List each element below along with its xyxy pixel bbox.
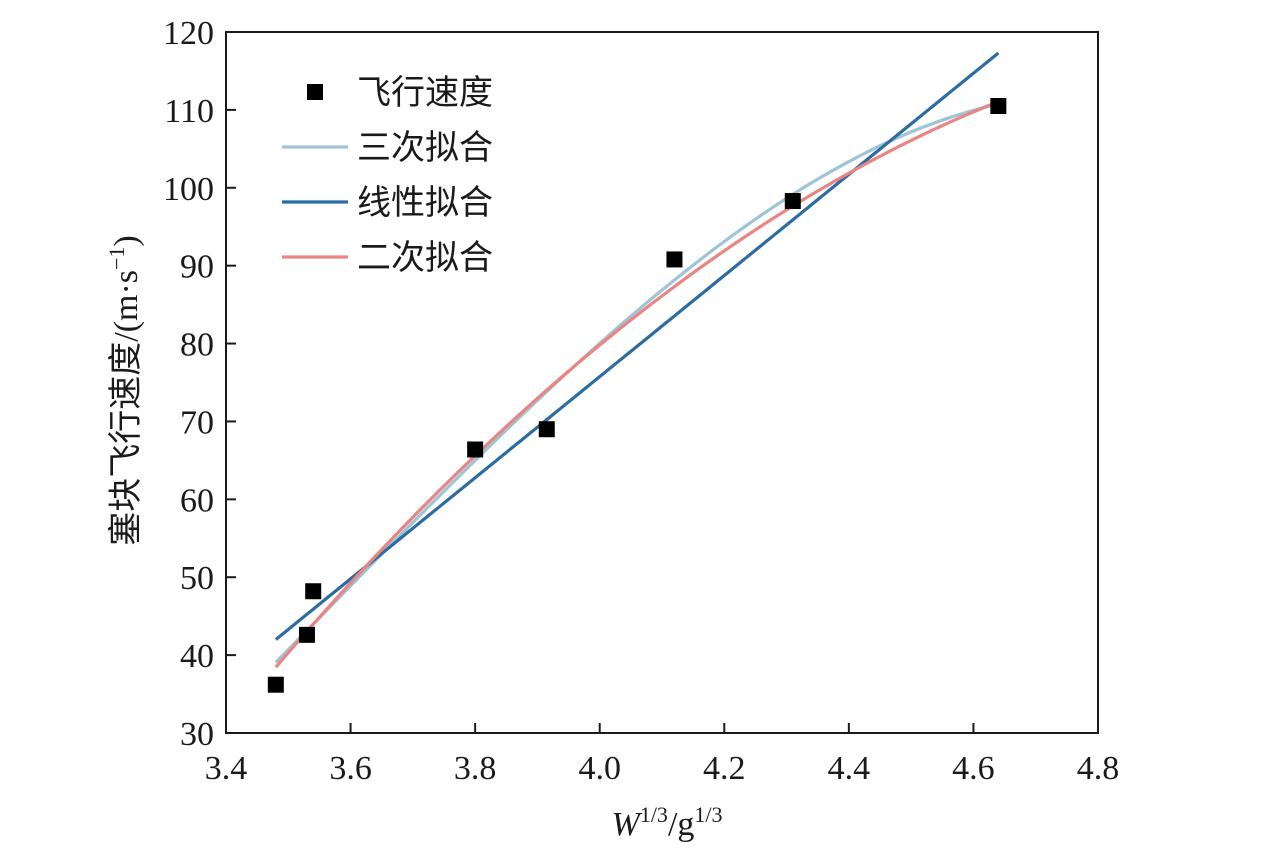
x-axis-label-sup2: 1/3 <box>694 802 722 827</box>
y-tick-label: 90 <box>180 249 214 286</box>
x-axis-label-sup1: 1/3 <box>640 802 668 827</box>
y-tick-label: 110 <box>164 93 214 130</box>
y-tick-label: 70 <box>180 404 214 441</box>
data-point <box>784 193 801 210</box>
x-axis-label-sep: /g <box>668 806 694 843</box>
x-axis-label-main: W <box>611 806 642 843</box>
y-tick-label: 120 <box>163 15 214 52</box>
data-point <box>267 676 284 693</box>
x-tick-label: 4.2 <box>703 750 746 787</box>
y-axis-label-sup: −1 <box>104 247 129 270</box>
x-tick-label: 4.8 <box>1077 750 1120 787</box>
y-tick-label: 40 <box>180 638 214 675</box>
tick-layer: 3.4 3.6 3.8 4.0 4.2 4.4 4.6 4.8 30 40 50 60 70 80 90 10… <box>163 15 1119 787</box>
fit-curve-cubic <box>274 102 999 664</box>
data-point <box>305 583 322 600</box>
fit-curve-linear <box>274 51 1000 641</box>
legend-label: 飞行速度 <box>357 73 493 113</box>
data-point <box>467 441 484 458</box>
x-tick-label: 4.6 <box>952 750 995 787</box>
x-tick-label: 3.6 <box>329 750 372 787</box>
plot-frame <box>225 31 1099 734</box>
x-tick-label: 3.8 <box>454 750 497 787</box>
x-tick-label: 4.4 <box>828 750 871 787</box>
x-tick-label: 4.0 <box>578 750 621 787</box>
y-tick-label: 100 <box>163 171 214 208</box>
y-tick-label: 30 <box>180 716 214 753</box>
legend-label: 线性拟合 <box>357 183 493 223</box>
data-point <box>538 421 555 438</box>
y-tick-label: 60 <box>180 482 214 519</box>
legend-marker-points <box>307 84 323 100</box>
legend-label: 二次拟合 <box>357 238 493 278</box>
y-axis-label: 塞块飞行速度/(m·s−1) <box>104 235 145 546</box>
y-axis-label-main: 塞块飞行速度/(m·s <box>107 270 145 546</box>
y-axis-label-close: ) <box>108 235 145 246</box>
y-tick-label: 50 <box>180 560 214 597</box>
data-point <box>990 97 1007 114</box>
fit-curve-quadratic <box>274 100 999 669</box>
data-point <box>666 251 683 268</box>
plot-area <box>267 51 1007 693</box>
legend-label: 三次拟合 <box>357 128 493 168</box>
y-tick-label: 80 <box>180 327 214 364</box>
x-axis-label: W1/3/g1/3 <box>611 802 722 843</box>
x-tick-label: 3.4 <box>205 750 248 787</box>
data-point <box>298 626 315 643</box>
